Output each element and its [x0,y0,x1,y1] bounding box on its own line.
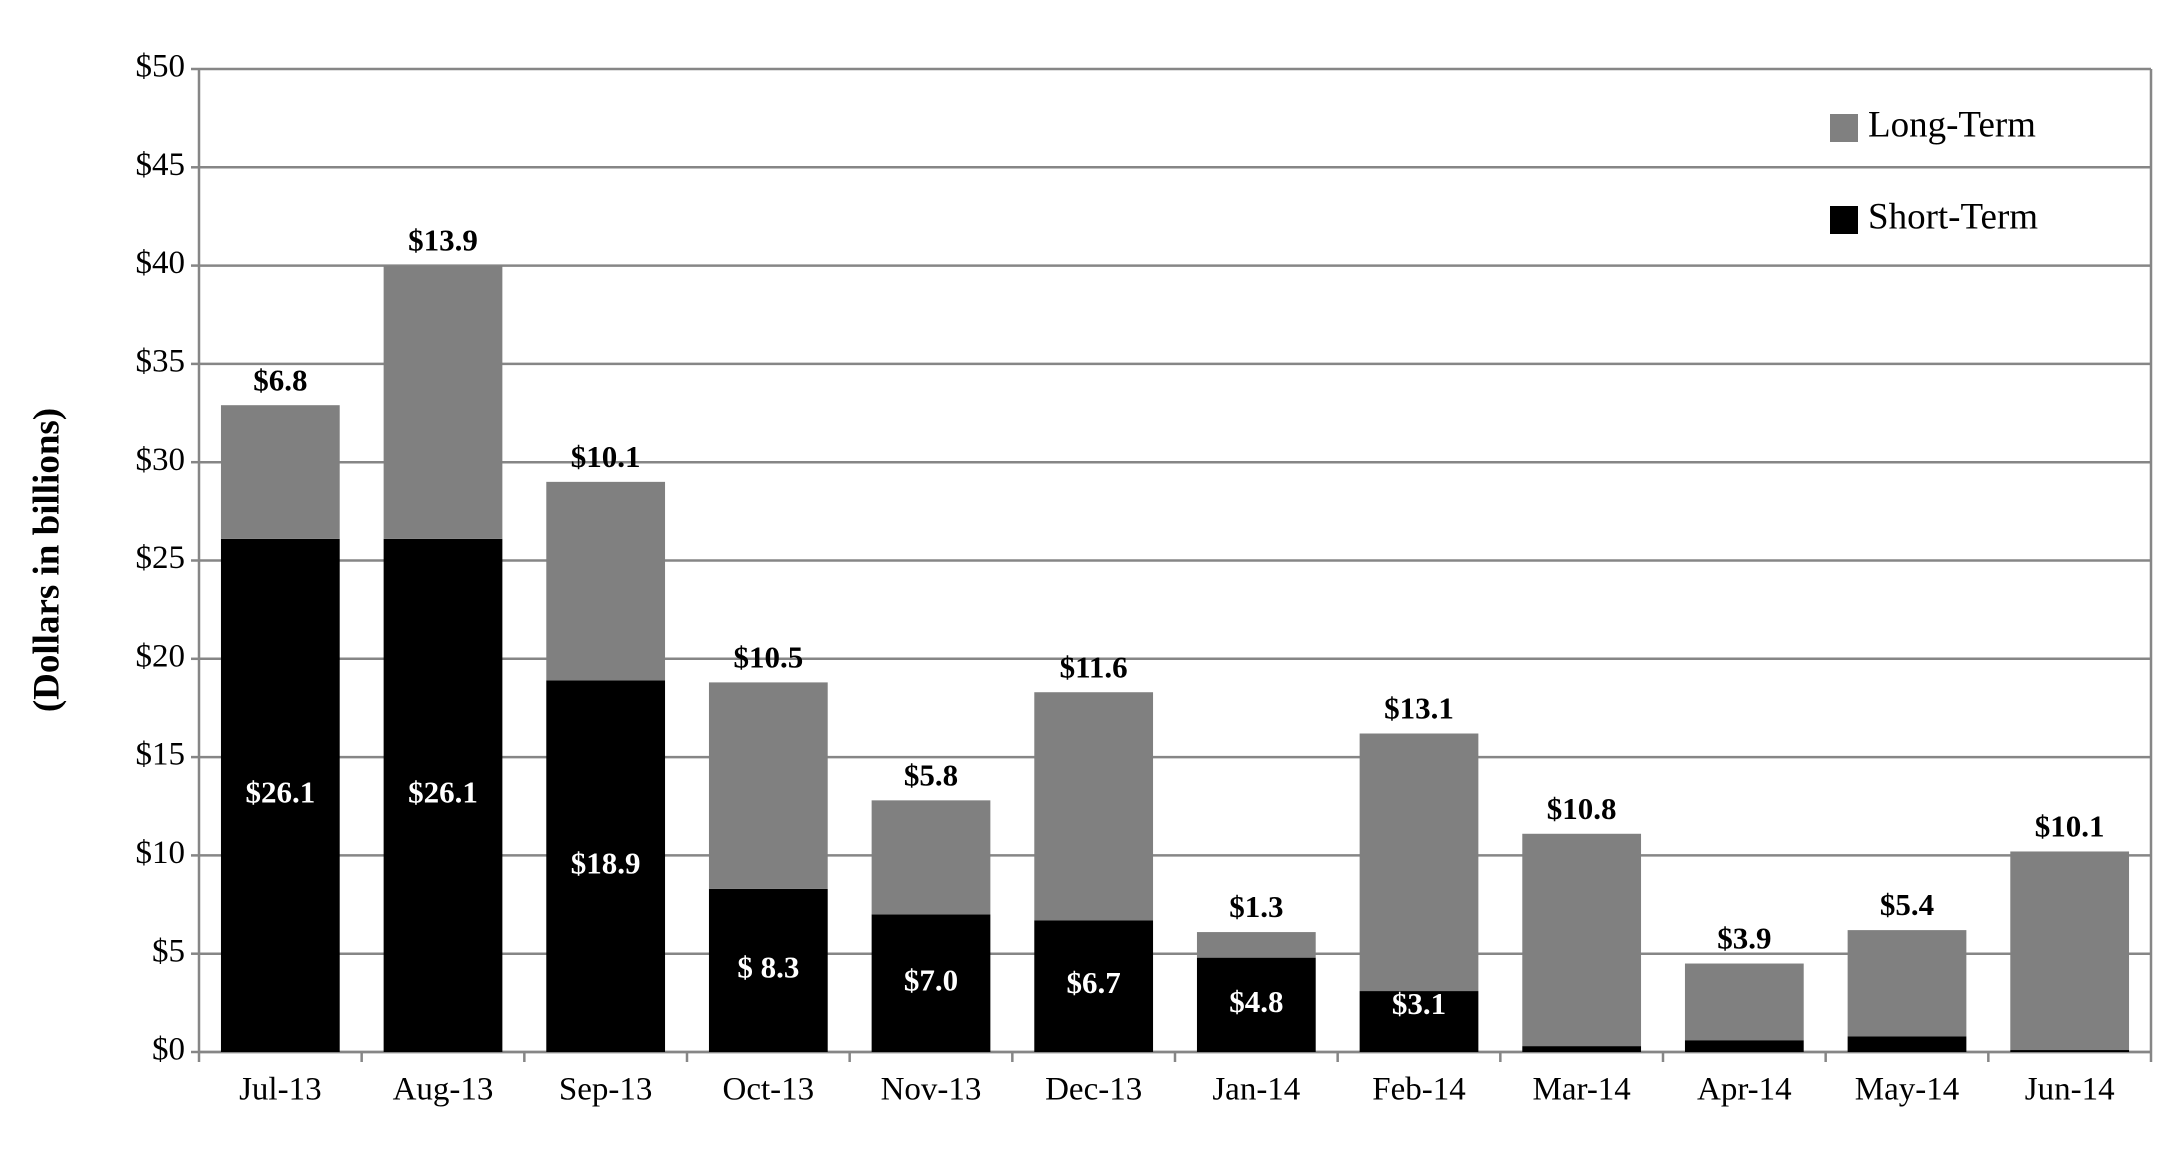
x-tick-label: Jan-14 [1212,1072,1300,1108]
x-tick-label: Nov-13 [881,1072,982,1108]
x-tick-label: Jun-14 [2025,1072,2115,1108]
x-tick-label: Feb-14 [1372,1072,1466,1108]
data-label: $26.1 [245,775,315,810]
bar-segment [1847,1036,1967,1052]
y-tick-label: $15 [136,737,186,773]
data-label: $3.1 [1392,986,1446,1021]
bar-segment [546,481,666,681]
bar-segment [1196,957,1316,1052]
bar-segment [1522,1046,1642,1052]
data-label: $7.0 [904,962,958,997]
data-label: $11.6 [1060,649,1128,684]
legend-swatch [1830,114,1858,142]
bar-segment [220,538,340,1052]
y-tick-label: $10 [136,835,186,871]
data-label: $10.1 [2035,809,2105,844]
x-tick-label: Sep-13 [559,1072,653,1108]
bar-segment [1034,920,1154,1052]
bar-segment [1196,932,1316,958]
bar-segment [1359,991,1479,1052]
data-label: $10.1 [571,439,641,474]
bar-segment [1359,733,1479,992]
bar-segment [383,538,503,1052]
legend-label: Short-Term [1868,196,2038,237]
y-tick-label: $25 [136,540,186,576]
legend-swatch [1830,206,1858,234]
x-tick-label: Dec-13 [1045,1072,1142,1108]
data-label: $5.4 [1880,887,1934,922]
bar-segment [220,405,340,539]
bar-segment [1522,833,1642,1047]
data-label: $10.5 [733,640,803,675]
data-label: $ 8.3 [737,950,799,985]
x-tick-label: May-14 [1855,1072,1959,1108]
bar-segment [871,800,991,915]
x-tick-label: Apr-14 [1697,1072,1792,1108]
data-label: $13.1 [1384,691,1454,726]
data-label: $6.7 [1067,965,1121,1000]
y-tick-label: $35 [136,343,186,379]
y-tick-label: $30 [136,442,186,478]
bar-segment [546,680,666,1052]
y-tick-label: $0 [152,1032,185,1068]
y-tick-label: $45 [136,147,186,183]
y-tick-label: $20 [136,638,186,674]
bar-segment [2010,851,2130,1051]
y-tick-label: $50 [136,49,186,85]
bar-segment [1684,963,1804,1041]
y-tick-label: $5 [152,933,185,969]
data-label: $3.9 [1717,921,1771,956]
bar-segment [708,888,828,1052]
x-tick-label: Aug-13 [393,1072,494,1108]
bar-segment [1684,1040,1804,1052]
bar-segment [383,265,503,539]
y-axis-title: (Dollars in billions) [26,408,67,712]
data-label: $5.8 [904,757,958,792]
y-tick-label: $40 [136,245,186,281]
bar-segment [2010,1050,2130,1052]
data-label: $4.8 [1229,984,1283,1019]
data-label: $26.1 [408,775,478,810]
bar-segment [1847,930,1967,1037]
data-label: $1.3 [1229,889,1283,924]
data-label: $18.9 [571,845,641,880]
x-tick-label: Mar-14 [1533,1072,1631,1108]
x-tick-label: Jul-13 [239,1072,322,1108]
bar-segment [1034,692,1154,921]
bar-segment [871,914,991,1052]
data-label: $10.8 [1547,791,1617,826]
bar-segment [708,682,828,889]
x-tick-label: Oct-13 [723,1072,815,1108]
data-label: $6.8 [253,362,307,397]
data-label: $13.9 [408,223,478,258]
legend-label: Long-Term [1868,104,2036,145]
